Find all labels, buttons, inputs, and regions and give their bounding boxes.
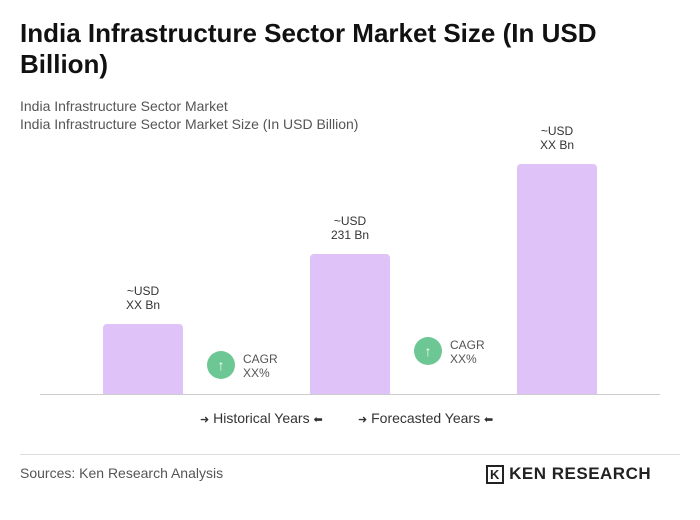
cagr-label: CAGR XX% xyxy=(450,338,485,366)
bar xyxy=(103,324,183,394)
cagr-icon: ↑ xyxy=(414,337,442,365)
divider xyxy=(20,454,680,455)
bar xyxy=(517,164,597,394)
bar xyxy=(310,254,390,394)
cagr-icon: ↑ xyxy=(207,351,235,379)
subtitle: India Infrastructure Sector Market xyxy=(20,98,228,114)
data-label: ~USD XX Bn xyxy=(125,284,161,312)
logo: K KEN RESEARCH xyxy=(486,464,651,484)
legend-item: ➜ Historical Years ⬅ xyxy=(200,410,323,426)
data-label: ~USD XX Bn xyxy=(539,124,575,152)
baseline xyxy=(40,394,660,395)
legend-text: Historical Years xyxy=(213,410,310,426)
chart-title: India Infrastructure Sector Market Size … xyxy=(20,18,597,79)
source: Sources: Ken Research Analysis xyxy=(20,465,224,481)
subtitle: India Infrastructure Sector Market Size … xyxy=(20,116,359,132)
logo-text: KEN RESEARCH xyxy=(509,464,652,483)
data-label: ~USD 231 Bn xyxy=(330,214,370,242)
legend-item: ➜ Forecasted Years ⬅ xyxy=(358,410,494,426)
cagr-label: CAGR XX% xyxy=(243,352,278,380)
legend-text: Forecasted Years xyxy=(371,410,481,426)
